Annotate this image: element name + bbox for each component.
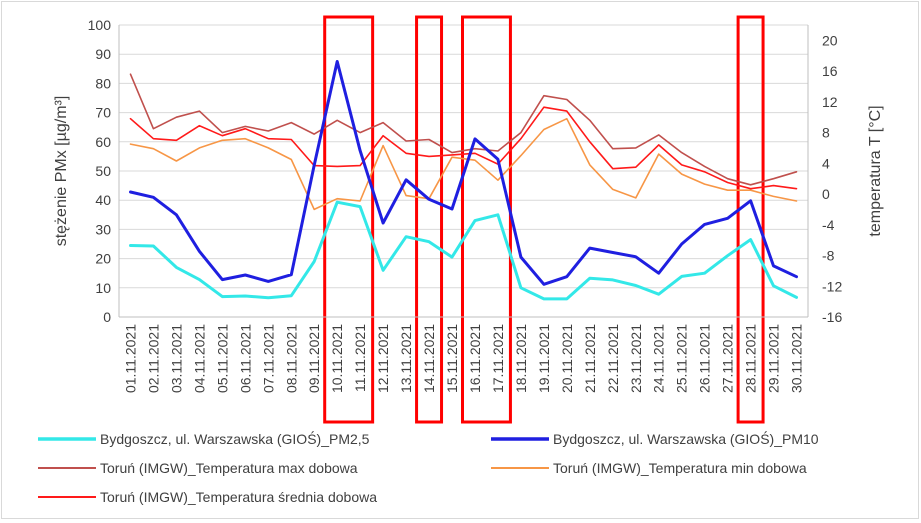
y2-tick-label: -12 [822, 278, 842, 294]
series-line-4 [129, 106, 798, 190]
x-tick-label: 07.11.2021 [260, 324, 276, 393]
y-tick-label: 100 [88, 17, 112, 33]
x-tick-label: 28.11.2021 [743, 324, 759, 393]
highlight-box [415, 15, 444, 424]
y-tick-label: 80 [95, 75, 111, 91]
x-tick-label: 12.11.2021 [375, 324, 391, 393]
legend-label: Toruń (IMGW)_Temperatura max dobowa [100, 460, 358, 476]
x-tick-label: 01.11.2021 [122, 324, 138, 393]
y2-tick-label: -4 [822, 217, 835, 233]
x-tick-label: 24.11.2021 [651, 324, 667, 393]
x-tick-label: 20.11.2021 [559, 324, 575, 393]
y2-tick-label: 16 [822, 63, 838, 79]
x-tick-label: 23.11.2021 [628, 324, 644, 393]
y2-axis-title: temperatura T [°C] [867, 105, 884, 236]
series-line-2 [129, 73, 798, 186]
x-tick-label: 29.11.2021 [766, 324, 782, 393]
x-tick-label: 26.11.2021 [697, 324, 713, 393]
x-tick-label: 21.11.2021 [582, 324, 598, 393]
highlight-box [736, 15, 765, 424]
series-line-3 [129, 117, 798, 211]
x-tick-label: 27.11.2021 [720, 324, 736, 393]
x-tick-label: 25.11.2021 [674, 324, 690, 393]
x-tick-label: 15.11.2021 [444, 324, 460, 393]
x-tick-label: 10.11.2021 [329, 324, 345, 393]
x-tick-label: 13.11.2021 [398, 324, 414, 393]
x-tick-label: 22.11.2021 [605, 324, 621, 393]
y-tick-label: 60 [95, 134, 111, 150]
x-tick-label: 16.11.2021 [467, 324, 483, 393]
highlight-box [461, 15, 512, 424]
highlight-box [323, 15, 375, 424]
y2-tick-label: 0 [822, 186, 830, 202]
legend-label: Bydgoszcz, ul. Warszawska (GIOŚ)_PM10 [553, 430, 819, 447]
x-tick-label: 19.11.2021 [536, 324, 552, 393]
x-tick-label: 03.11.2021 [168, 324, 184, 393]
legend-label: Toruń (IMGW)_Temperatura średnia dobowa [100, 489, 377, 505]
y-tick-label: 50 [95, 163, 111, 179]
y2-tick-label: 20 [822, 32, 838, 48]
x-tick-label: 17.11.2021 [490, 324, 506, 393]
y-tick-label: 20 [95, 251, 111, 267]
y-tick-label: 0 [103, 309, 111, 325]
legend: Bydgoszcz, ul. Warszawska (GIOŚ)_PM2,5 By… [38, 430, 819, 505]
data-series [129, 60, 798, 301]
x-tick-label: 14.11.2021 [421, 324, 437, 393]
x-tick-label: 08.11.2021 [283, 324, 299, 393]
series-line-1 [129, 60, 798, 286]
highlight-boxes [323, 15, 765, 424]
x-tick-label: 09.11.2021 [306, 324, 322, 393]
axes: 0 10 20 30 40 50 60 70 80 90 100 -16 -12 -8 -4 0 4 8 12 16 2… [53, 17, 884, 393]
y-tick-label: 70 [95, 105, 111, 121]
legend-label: Bydgoszcz, ul. Warszawska (GIOŚ)_PM2,5 [100, 430, 370, 447]
y2-tick-label: -16 [822, 309, 842, 325]
y2-tick-label: 8 [822, 125, 830, 141]
y-tick-label: 30 [95, 221, 111, 237]
x-tick-label: 04.11.2021 [191, 324, 207, 393]
legend-label: Toruń (IMGW)_Temperatura min dobowa [553, 460, 807, 476]
y2-tick-label: 4 [822, 155, 830, 171]
y-tick-label: 10 [95, 280, 111, 296]
y-axis-title: stężenie PMx [µg/m³] [53, 96, 70, 247]
y2-tick-label: -8 [822, 248, 835, 264]
x-tick-label: 11.11.2021 [352, 324, 368, 392]
y2-tick-label: 12 [822, 94, 838, 110]
x-tick-label: 18.11.2021 [513, 324, 529, 393]
x-tick-label: 06.11.2021 [237, 324, 253, 393]
y-tick-label: 90 [95, 46, 111, 62]
y-tick-label: 40 [95, 192, 111, 208]
x-tick-label: 05.11.2021 [214, 324, 230, 393]
x-tick-label: 02.11.2021 [145, 324, 161, 393]
series-line-0 [129, 200, 798, 301]
x-tick-label: 30.11.2021 [789, 324, 805, 393]
